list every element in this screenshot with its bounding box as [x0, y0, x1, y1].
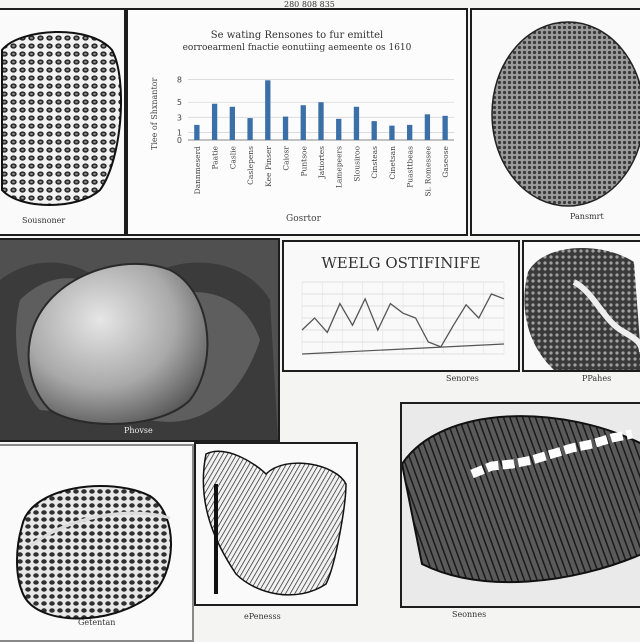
- bar: [424, 114, 431, 140]
- caption-bottom-center: ePenesss: [244, 612, 281, 621]
- caption-mid-right-1: Senores: [446, 374, 479, 383]
- caption-top-right: Pansmrt: [570, 212, 604, 221]
- panel-bar-chart: Se wating Rensones to fur emittel eorroe…: [126, 8, 468, 236]
- caption-top-left: Sousnoner: [22, 216, 66, 225]
- y-tick-label: 1: [177, 128, 182, 137]
- x-tick-label: Gaseose: [441, 145, 450, 177]
- panel-heart: Phovse: [0, 238, 280, 442]
- chart-x-axis-label: Gosrtor: [286, 214, 321, 224]
- caption-bottom-left: Getentan: [78, 618, 116, 627]
- header-text: 280 808 835: [284, 0, 335, 9]
- line-chart-title: WEELG OSTIFINIFE: [321, 254, 481, 272]
- series-line: [301, 293, 505, 348]
- x-tick-label: Puasttbeas: [406, 146, 415, 188]
- panel-organ-top-left: Sousnoner: [0, 8, 126, 236]
- bar: [407, 124, 413, 140]
- caption-mid-right-2: PPahes: [582, 374, 612, 383]
- x-tick-label: Caiosr: [282, 146, 291, 171]
- caption-heart: Phovse: [124, 426, 153, 435]
- x-axis-line: [301, 343, 505, 355]
- x-tick-label: Paatie: [211, 145, 220, 169]
- x-tick-label: Puntsoe: [299, 145, 308, 176]
- bar: [389, 125, 395, 140]
- bar: [353, 106, 360, 140]
- ribbed-structure-illustration: [402, 404, 640, 606]
- x-tick-label: Si. Romessee: [423, 145, 432, 196]
- x-tick-label: Jatiortes: [317, 146, 326, 179]
- bar: [247, 118, 253, 140]
- round-organ-illustration: [491, 21, 640, 207]
- y-tick-label: 0: [177, 136, 182, 145]
- bar: [318, 102, 324, 140]
- x-tick-label: Kee Pinser: [264, 146, 273, 187]
- x-tick-label: Lamepeers: [335, 146, 344, 188]
- caption-bottom-right: Seonnes: [452, 610, 487, 619]
- bar: [265, 80, 271, 140]
- bar: [300, 105, 306, 140]
- panel-organ-bottom-left: Getentan: [0, 444, 194, 642]
- chart-y-axis-label: Tiee of Shxnantor: [150, 77, 159, 150]
- panel-ribbed-structure: [400, 402, 640, 608]
- tissue-illustration: [524, 248, 640, 370]
- panel-tissue-right: [522, 240, 640, 372]
- panel-line-chart: WEELG OSTIFINIFE: [282, 240, 520, 372]
- bar: [194, 124, 200, 140]
- x-tick-label: Caslie: [228, 145, 237, 169]
- panel-organ-top-right: Pansmrt: [470, 8, 640, 236]
- bar: [371, 121, 377, 140]
- bar: [229, 106, 235, 140]
- bar: [442, 115, 448, 140]
- heart-illustration: [0, 240, 278, 440]
- bar-chart: 01 3 5 8 Dannmeserd Paatie Caslie Caslepens Kee …: [177, 76, 454, 197]
- tissue-sketch-illustration: [202, 450, 347, 596]
- y-tick-label: 5: [177, 98, 182, 107]
- line-chart: [301, 281, 505, 355]
- panel-sketch-center: [194, 442, 358, 606]
- y-tick-label: 8: [177, 76, 182, 85]
- chart-title-line1: Se wating Rensones to fur emittel: [210, 30, 384, 41]
- y-tick-label: 3: [177, 113, 182, 122]
- chart-title-line2: eorroearmenl fnactie eonutiing aemeente …: [182, 43, 412, 53]
- bar: [282, 116, 289, 140]
- x-tick-label: Dannmeserd: [193, 146, 202, 195]
- x-tick-label: Caslepens: [246, 146, 255, 185]
- bar: [336, 118, 342, 140]
- textured-organ-illustration: [1, 31, 123, 206]
- x-tick-label: Cinsteas: [370, 146, 379, 179]
- bar: [211, 103, 218, 140]
- x-tick-label: Cinetsan: [388, 146, 397, 180]
- x-tick-label: Slousiroo: [352, 146, 361, 182]
- kidney-illustration: [16, 485, 172, 620]
